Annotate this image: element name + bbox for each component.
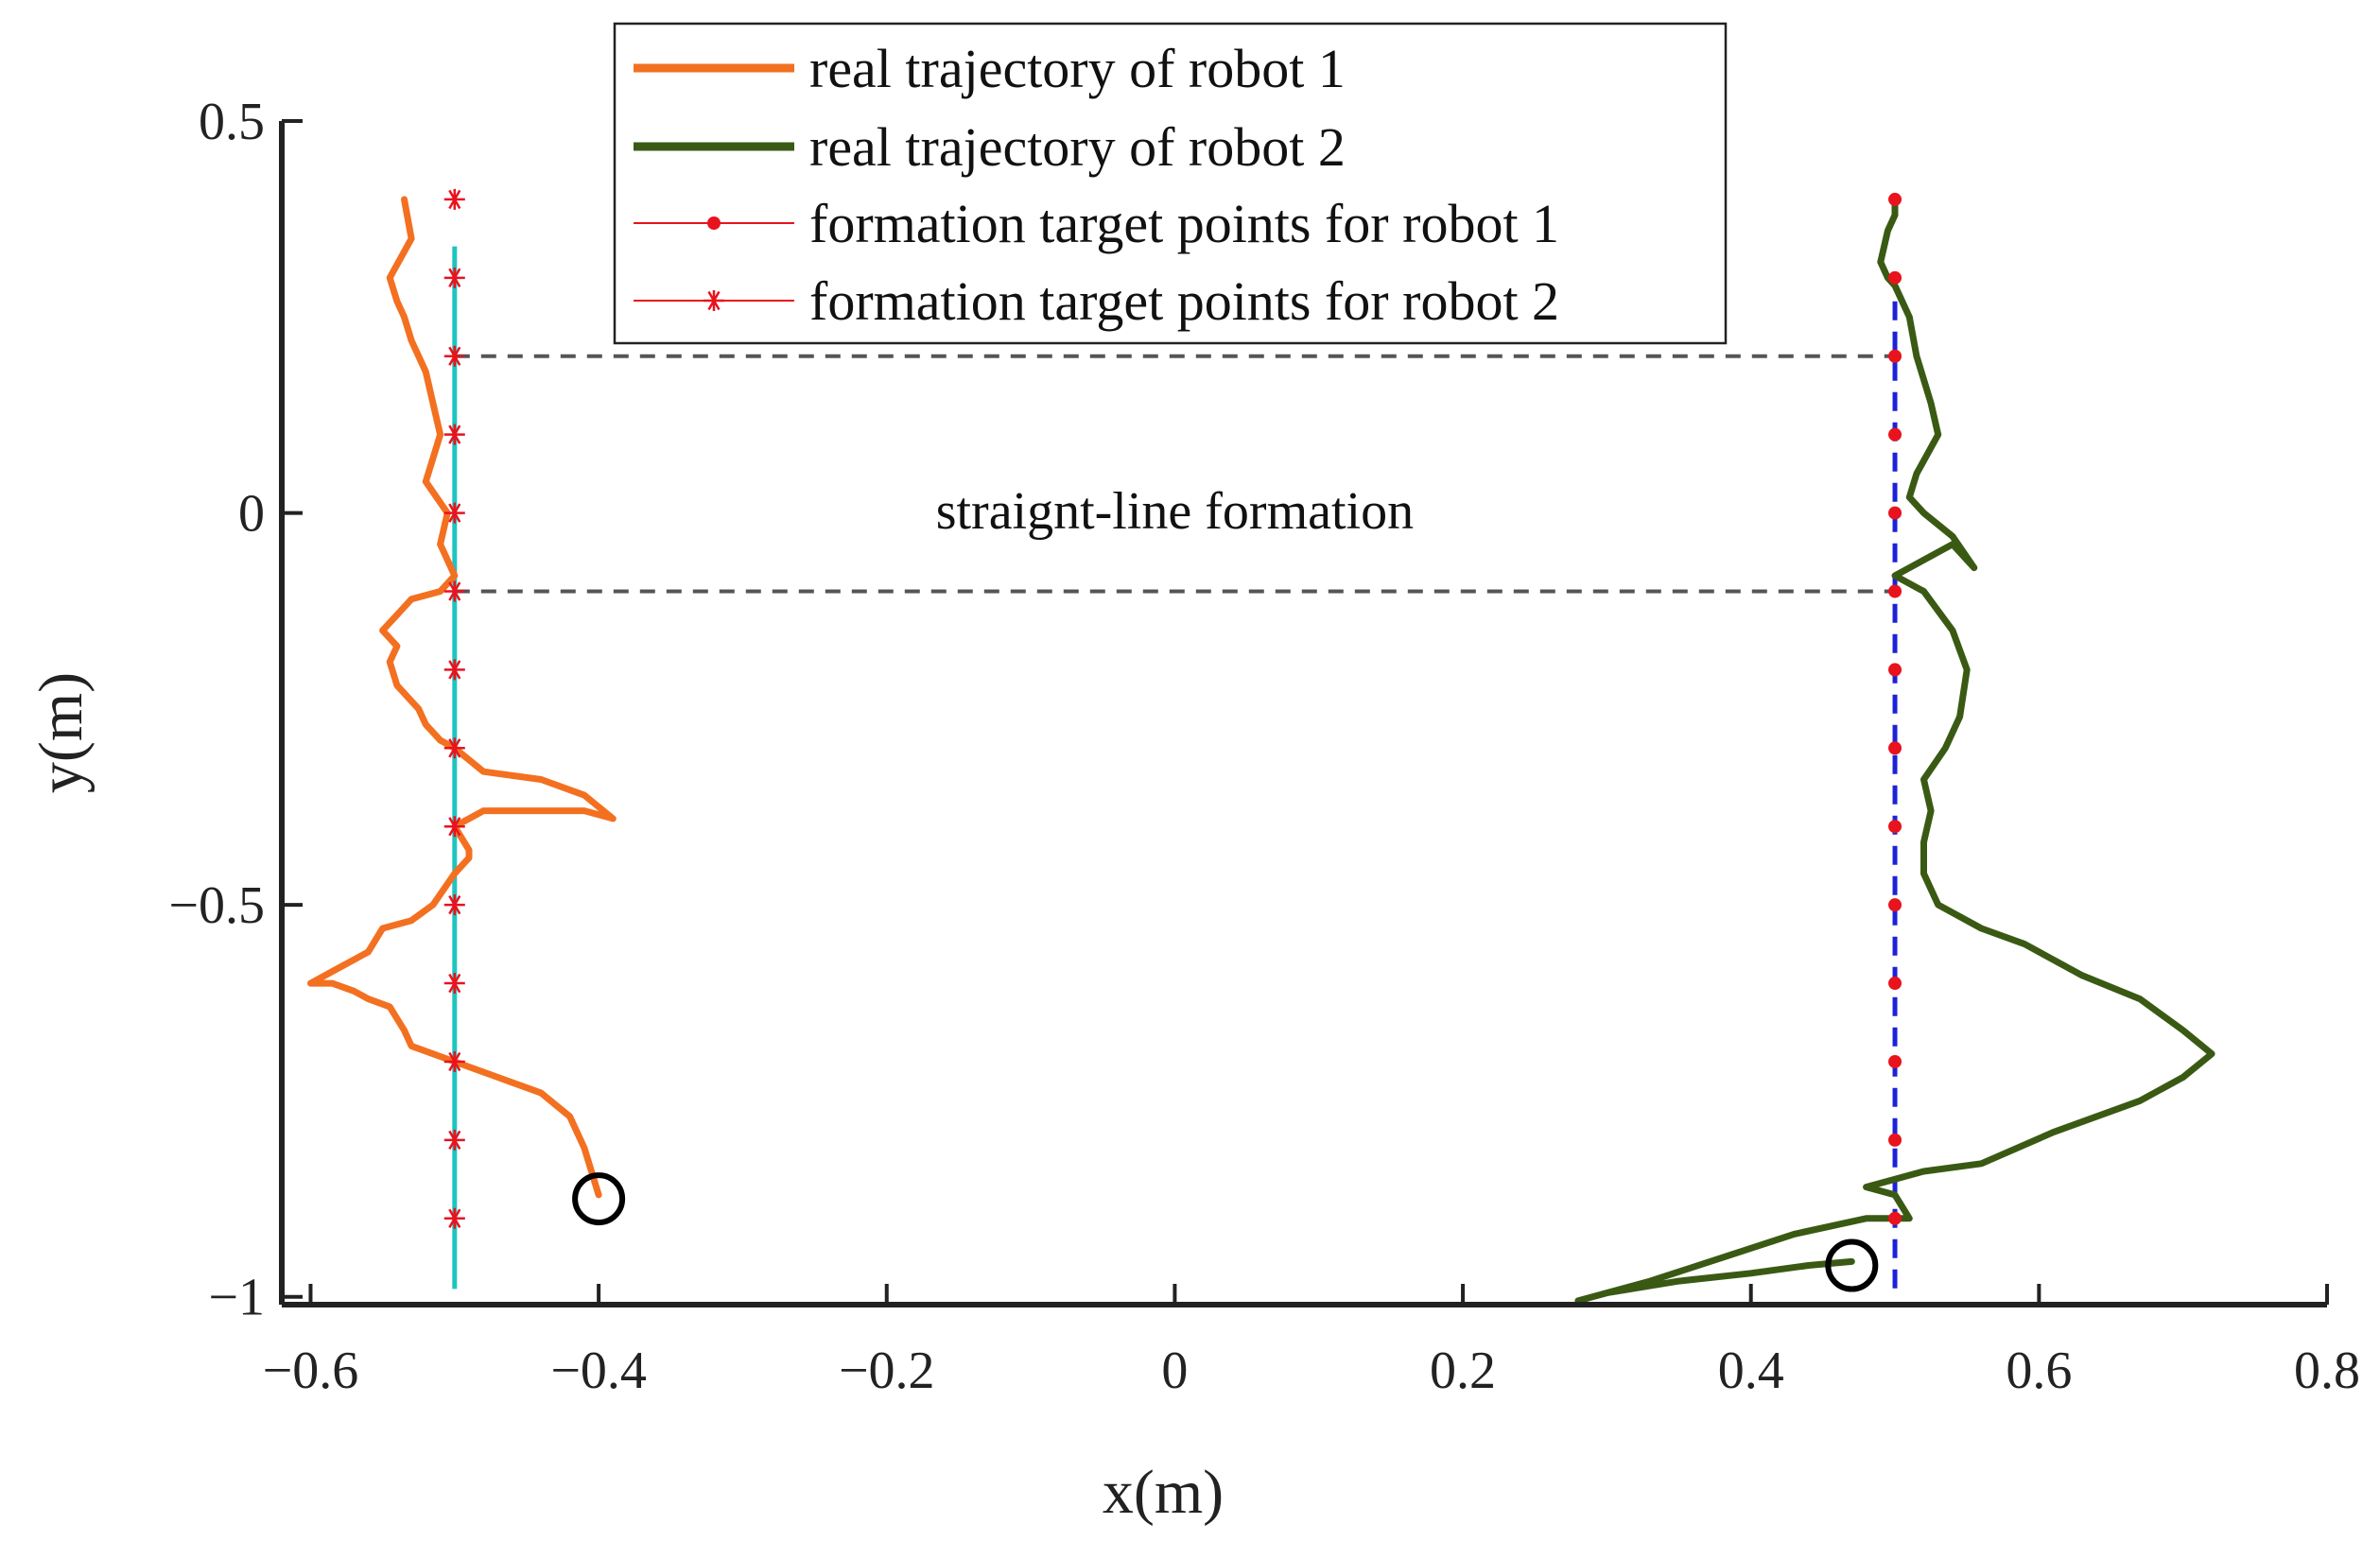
legend-dot-marker	[707, 216, 721, 230]
y-tick-label: 0.5	[199, 93, 265, 151]
target-star-robot2	[443, 894, 465, 916]
y-tick-label: 0	[238, 485, 265, 544]
x-tick-label: −0.2	[839, 1342, 935, 1400]
legend-box	[613, 22, 1728, 345]
legend-item-robot1-trajectory: real trajectory of robot 1	[634, 38, 1346, 99]
x-tick-label: 0.4	[1718, 1342, 1784, 1400]
target-star-robot2	[443, 424, 465, 445]
target-dot-robot1	[1888, 663, 1902, 677]
target-dot-robot1	[1888, 1211, 1902, 1225]
target-dot-robot1	[1888, 427, 1902, 442]
target-star-robot2	[443, 973, 465, 995]
target-dot-robot1	[1888, 820, 1902, 834]
legend-label-robot2-targets: formation target points for robot 2	[809, 270, 1559, 332]
formation-annotation: straignt-line formation	[936, 482, 1414, 541]
x-tick-label: 0.8	[2294, 1342, 2360, 1400]
legend-item-robot1-targets: formation target points for robot 1	[634, 193, 1559, 254]
target-star-robot2	[443, 345, 465, 367]
x-axis-label: x(m)	[1103, 1458, 1224, 1527]
target-star-robot2	[443, 659, 465, 681]
series-layer	[307, 196, 2215, 1305]
target-dot-robot1	[1888, 741, 1902, 755]
target-dot-robot1	[1888, 270, 1902, 285]
target-star-robot2	[443, 188, 465, 210]
x-tick-label: 0.6	[2006, 1342, 2072, 1400]
target-star-robot2	[443, 1129, 465, 1151]
legend-item-robot2-trajectory: real trajectory of robot 2	[634, 116, 1346, 178]
legend-star-glyph	[704, 290, 724, 311]
target-star-robot2	[443, 580, 465, 602]
target-dot-robot1	[1888, 1054, 1902, 1068]
target-star-robot2	[443, 737, 465, 759]
y-axis-label: y(m)	[26, 672, 96, 793]
legend-item-robot2-targets: formation target points for robot 2	[634, 270, 1559, 332]
target-dot-robot1	[1888, 977, 1902, 991]
robot1-trajectory-line	[307, 196, 617, 1199]
target-star-robot2	[443, 267, 465, 288]
y-tick-label: −0.5	[168, 876, 265, 935]
target-dot-robot1	[1888, 349, 1902, 363]
x-ticks: −0.6 −0.4 −0.2 0 0.2 0.4 0.6 0.8	[263, 1284, 2360, 1400]
legend-label-robot2-trajectory: real trajectory of robot 2	[809, 116, 1346, 178]
target-dot-robot1	[1888, 584, 1902, 598]
target-dot-robot1	[1888, 192, 1902, 206]
target-dot-robot1	[1888, 506, 1902, 520]
target-star-robot2	[443, 1050, 465, 1072]
reference-lines	[452, 246, 1898, 1290]
start-circle-robot2-start	[1825, 1238, 1879, 1292]
legend-star-marker	[704, 290, 724, 311]
marker-layer	[443, 188, 1902, 1292]
target-dot-robot1	[1888, 1133, 1902, 1147]
target-star-robot2	[443, 1207, 465, 1229]
y-ticks: −1 −0.5 0 0.5	[168, 93, 303, 1327]
x-tick-label: 0	[1161, 1342, 1188, 1400]
x-tick-label: −0.6	[263, 1342, 359, 1400]
start-circle-robot1-start	[572, 1172, 626, 1226]
axes	[279, 121, 2327, 1307]
x-tick-label: 0.2	[1430, 1342, 1496, 1400]
target-star-robot2	[443, 502, 465, 524]
x-tick-label: −0.4	[550, 1342, 647, 1400]
y-tick-label: −1	[208, 1269, 265, 1327]
target-dot-robot1	[1888, 898, 1902, 912]
legend-label-robot1-targets: formation target points for robot 1	[809, 193, 1559, 254]
target-star-robot2	[443, 816, 465, 838]
legend-label-robot1-trajectory: real trajectory of robot 1	[809, 38, 1346, 99]
legend: real trajectory of robot 1 real trajecto…	[613, 22, 1728, 345]
robot2-trajectory-line	[1574, 196, 2215, 1305]
